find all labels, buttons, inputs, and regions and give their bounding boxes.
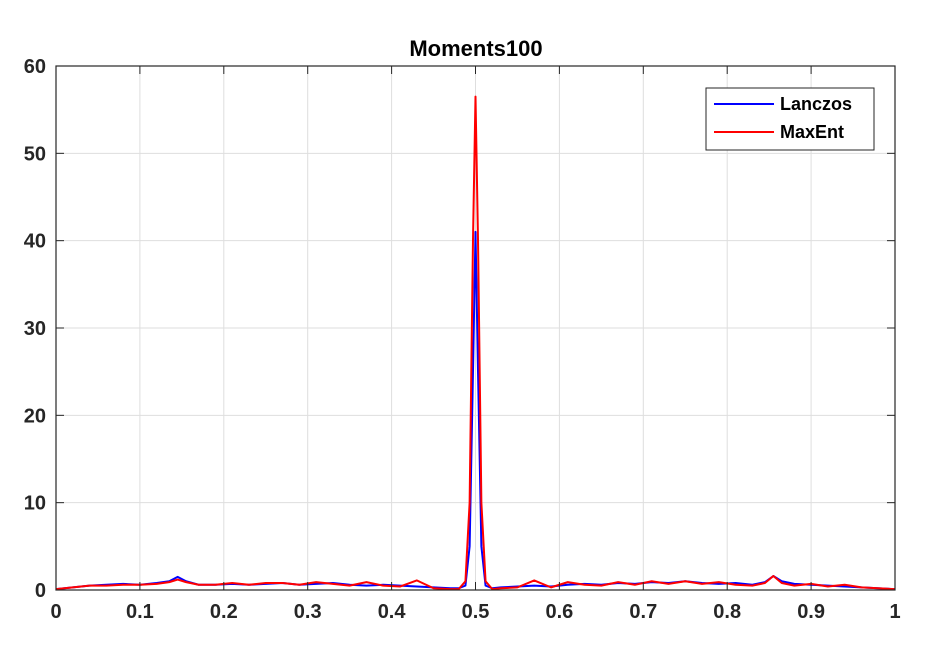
x-tick-label: 0.1 — [126, 601, 154, 623]
legend-label-lanczos: Lanczos — [780, 94, 852, 114]
y-tick-label: 20 — [24, 405, 46, 427]
x-tick-label: 0.2 — [210, 601, 238, 623]
series-line-maxent — [55, 95, 896, 591]
x-tick-label: 0.9 — [797, 601, 825, 623]
x-tick-label: 0.7 — [629, 601, 657, 623]
ticks — [55, 65, 896, 591]
y-tick-label: 40 — [24, 231, 46, 253]
x-tick-label: 1 — [889, 601, 900, 623]
y-tick-label: 60 — [24, 56, 46, 78]
x-axis-tick-labels: 0 0.1 0.2 0.3 0.4 0.5 0.6 0.7 0.8 0.9 1 — [50, 601, 900, 623]
x-tick-label: 0.4 — [378, 601, 407, 623]
y-tick-label: 0 — [35, 580, 46, 602]
chart-title: Moments100 — [409, 36, 542, 61]
x-tick-label: 0.3 — [294, 601, 322, 623]
legend: Lanczos MaxEnt — [705, 87, 875, 151]
x-tick-label: 0.8 — [713, 601, 741, 623]
y-axis-tick-labels: 0 10 20 30 40 50 60 — [24, 56, 46, 602]
x-tick-label: 0 — [50, 601, 61, 623]
y-tick-label: 50 — [24, 143, 46, 165]
x-tick-label: 0.5 — [462, 601, 490, 623]
plot-area — [55, 65, 896, 591]
legend-label-maxent: MaxEnt — [780, 122, 844, 142]
y-tick-label: 30 — [24, 318, 46, 340]
y-tick-label: 10 — [24, 493, 46, 515]
x-tick-label: 0.6 — [545, 601, 573, 623]
series-layer — [55, 95, 896, 591]
legend-box — [705, 87, 875, 151]
